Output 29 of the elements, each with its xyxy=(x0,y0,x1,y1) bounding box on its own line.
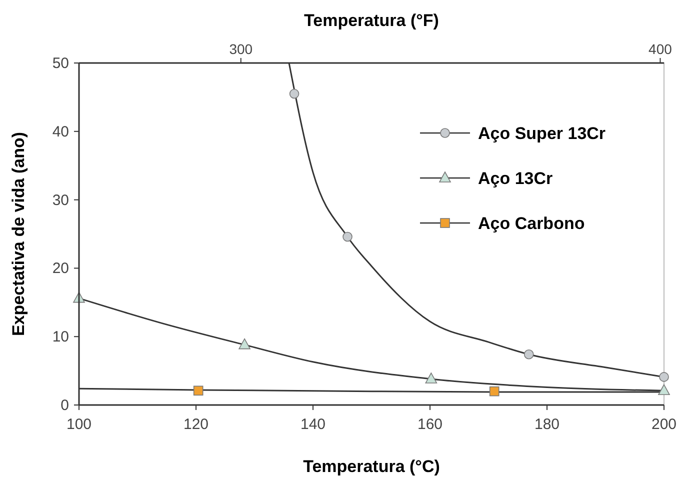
y-tick-label: 10 xyxy=(52,328,69,346)
y-tick-label: 0 xyxy=(60,397,69,414)
y-tick-label: 20 xyxy=(52,260,69,278)
legend-label: Aço 13Cr xyxy=(478,169,554,188)
x-axis-title: Temperatura (°C) xyxy=(303,457,440,476)
x2-tick-label: 300 xyxy=(229,41,253,57)
x-tick-label: 140 xyxy=(300,416,326,433)
point xyxy=(238,338,250,350)
point xyxy=(524,349,534,360)
point xyxy=(659,372,669,382)
x-tick-label: 200 xyxy=(651,416,677,433)
point xyxy=(342,232,352,242)
x2-axis-title: Temperatura (°F) xyxy=(304,11,439,30)
point xyxy=(289,88,300,99)
y-tick-label: 30 xyxy=(52,192,69,209)
point xyxy=(193,386,204,396)
y-tick-label: 50 xyxy=(52,55,69,72)
x2-tick-label: 400 xyxy=(648,41,672,57)
point xyxy=(489,386,500,396)
point xyxy=(658,384,670,396)
legend-label: Aço Carbono xyxy=(478,214,585,233)
x-tick-label: 160 xyxy=(417,416,443,433)
y-tick-label: 40 xyxy=(52,123,69,140)
y-axis-title: Expectativa de vida (ano) xyxy=(9,132,28,336)
x-tick-label: 180 xyxy=(534,416,560,433)
x-tick-label: 120 xyxy=(183,416,209,433)
x-tick-label: 100 xyxy=(66,416,92,433)
point xyxy=(425,372,438,384)
legend-label: Aço Super 13Cr xyxy=(478,124,606,143)
